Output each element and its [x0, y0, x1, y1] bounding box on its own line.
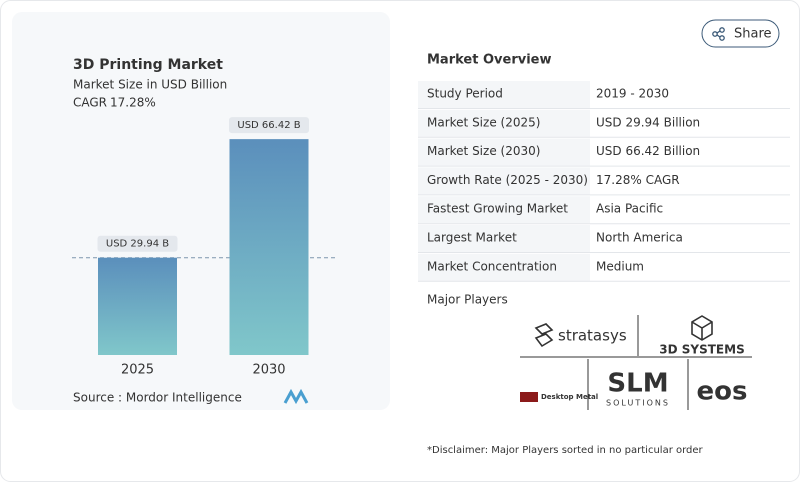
- brand-icon: [283, 388, 309, 405]
- players-title: Major Players: [427, 293, 508, 307]
- player-logo: SOLUTIONS: [606, 399, 670, 408]
- cagr-value: 17.28%: [110, 96, 156, 110]
- row-value: USD 66.42 Billion: [596, 144, 700, 158]
- value-label-box: [97, 235, 178, 252]
- desktop-metal-icon: [520, 392, 538, 402]
- overview-title: Market Overview: [427, 53, 551, 68]
- row-label-bg: [418, 81, 590, 108]
- player-logo: eos: [697, 377, 748, 407]
- x-tick-label: 2030: [252, 363, 285, 378]
- 3d-systems-icon: [691, 315, 713, 341]
- row-label-bg: [418, 167, 590, 195]
- chart-title: 3D Printing Market: [73, 57, 223, 73]
- chart-subtitle: Market Size in USD Billion: [73, 78, 227, 92]
- player-logo: SLM: [607, 369, 668, 399]
- row-value: USD 29.94 Billion: [596, 115, 700, 129]
- row-label-bg: [418, 225, 590, 252]
- row-label: Market Size (2030): [427, 144, 540, 158]
- source: Source : Mordor Intelligence: [73, 391, 242, 405]
- row-value: 2019 - 2030: [596, 87, 669, 101]
- row-value: 17.28% CAGR: [596, 173, 680, 187]
- value-label: USD 66.42 B: [237, 120, 300, 131]
- logo-dividers: [520, 315, 752, 410]
- value-label: USD 29.94 B: [106, 239, 169, 250]
- row-label-bg: [418, 138, 590, 166]
- row-value: North America: [596, 231, 683, 245]
- row-label-bg: [418, 196, 590, 224]
- row-label: Fastest Growing Market: [427, 202, 568, 216]
- player-logo: 3D SYSTEMS: [659, 343, 744, 357]
- row-label-bg: [418, 109, 590, 137]
- disclaimer: *Disclaimer: Major Players sorted in no …: [427, 445, 704, 456]
- row-value: Asia Pacific: [596, 202, 663, 216]
- bar: [98, 257, 177, 355]
- row-label: Market Concentration: [427, 259, 557, 273]
- share-label[interactable]: Share: [734, 27, 772, 42]
- value-label-box: [229, 117, 309, 134]
- row-value: Medium: [596, 259, 644, 273]
- row-label: Growth Rate (2025 - 2030): [427, 173, 588, 187]
- share-icon: [712, 27, 725, 41]
- row-label: Largest Market: [427, 231, 517, 245]
- bar: [229, 139, 309, 355]
- player-logo: Desktop Metal: [541, 393, 598, 401]
- player-logo: stratasys: [558, 327, 627, 345]
- stratasys-icon: [534, 323, 554, 348]
- cagr-label: CAGR: [73, 96, 107, 110]
- x-tick-label: 2025: [121, 363, 154, 378]
- row-label: Study Period: [427, 87, 503, 101]
- row-label: Market Size (2025): [427, 115, 540, 129]
- row-label-bg: [418, 253, 590, 281]
